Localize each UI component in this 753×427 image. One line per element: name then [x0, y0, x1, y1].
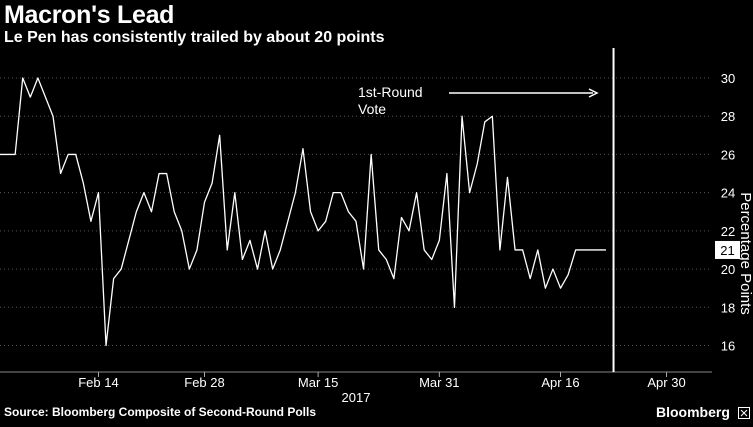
x-tick-label: Feb 28 [184, 375, 224, 390]
y-tick-label: 22 [721, 224, 735, 239]
annotation-text: Vote [358, 101, 386, 117]
y-tick-label: 24 [721, 186, 735, 201]
x-tick-label: Feb 14 [78, 375, 118, 390]
source-note: Source: Bloomberg Composite of Second-Ro… [4, 405, 317, 419]
y-tick-label: 28 [721, 109, 735, 124]
x-axis-label: 2017 [342, 390, 371, 405]
y-tick-label: 30 [721, 71, 735, 86]
arrow-head-icon [588, 88, 599, 98]
x-tick-label: Apr 30 [647, 375, 685, 390]
page-subtitle: Le Pen has consistently trailed by about… [4, 29, 385, 46]
page-title: Macron's Lead [4, 1, 175, 29]
y-tick-label: 16 [721, 339, 735, 354]
y-tick-label: 20 [721, 262, 735, 277]
y-tick-label: 18 [721, 300, 735, 315]
last-value-label: 21 [720, 243, 734, 258]
bloomberg-logo: Bloomberg [656, 404, 730, 420]
info-icon[interactable] [738, 406, 750, 419]
x-tick-label: Apr 16 [541, 375, 579, 390]
x-tick-label: Mar 15 [298, 375, 338, 390]
last-value-badge [715, 240, 740, 259]
x-tick-label: Mar 31 [419, 375, 459, 390]
y-axis-label: Percentage Points [737, 192, 753, 315]
y-tick-label: 26 [721, 147, 735, 162]
annotation-text: 1st-Round [358, 84, 423, 100]
series-line [0, 77, 606, 347]
